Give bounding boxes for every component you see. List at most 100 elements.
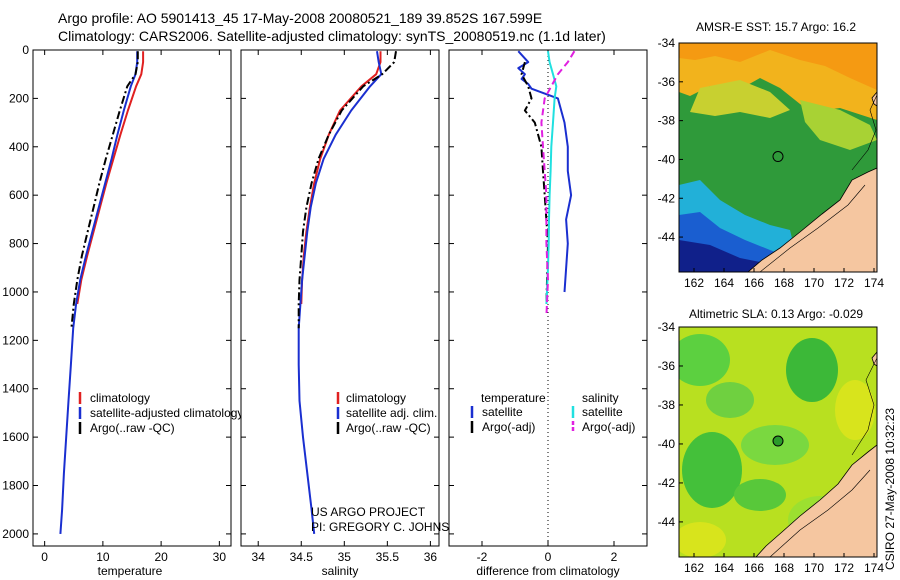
salinity-axes bbox=[240, 49, 440, 547]
x-tick-label: 35.5 bbox=[376, 550, 400, 564]
lon-tick-label: 168 bbox=[774, 561, 794, 575]
salinity-panel: 34 34.5 35 35.5 36 salinity climatology sate… bbox=[240, 49, 467, 578]
difference-legend: temperature salinity satellite Argo(-adj… bbox=[470, 391, 635, 434]
lon-tick-label: 166 bbox=[744, 276, 764, 290]
legend-argo: Argo(..raw -QC) bbox=[346, 421, 431, 435]
lon-tick-label: 162 bbox=[684, 561, 704, 575]
salinity-xlabel: salinity bbox=[322, 564, 359, 578]
temperature-panel: 0 200 400 600 800 1000 1200 1400 1600 1800 2000 0 1… bbox=[2, 43, 243, 578]
sla-map-panel: Altimetric SLA: 0.13 Argo: -0.029 162 164… bbox=[658, 307, 885, 575]
difference-ticks: -2 0 2 bbox=[449, 49, 647, 564]
timestamp: CSIRO 27-May-2008 10:32:23 bbox=[883, 408, 897, 570]
lat-tick-label: -38 bbox=[658, 398, 676, 412]
lon-tick-label: 162 bbox=[684, 276, 704, 290]
sst-map-frame bbox=[678, 42, 878, 273]
salinity-ticks: 34 34.5 35 35.5 36 bbox=[241, 49, 439, 564]
sst-hot-band bbox=[679, 43, 877, 90]
y-tick-label: 1000 bbox=[2, 285, 29, 299]
legend-satellite-adj: satellite adj. clim. bbox=[346, 406, 437, 420]
lon-tick-label: 166 bbox=[744, 561, 764, 575]
lat-tick-label: -34 bbox=[658, 36, 676, 50]
series-line-climatology bbox=[76, 51, 145, 305]
lat-tick-label: -40 bbox=[658, 437, 676, 451]
sst-lon-ticks: 162 164 166 168 170 172 174 bbox=[684, 268, 884, 290]
lat-tick-label: -36 bbox=[658, 359, 676, 373]
depth-ticks: 0 200 400 600 800 1000 1200 1400 1600 1800 2000 bbox=[2, 43, 231, 541]
lon-tick-label: 164 bbox=[714, 561, 734, 575]
sla-argo-marker bbox=[772, 435, 784, 447]
sla-lat-ticks: -34 -36 -38 -40 -42 -44 bbox=[658, 320, 683, 529]
sst-deep-south bbox=[679, 240, 770, 272]
sst-argo-marker bbox=[772, 151, 784, 163]
y-tick-label: 800 bbox=[9, 237, 29, 251]
temperature-legend: climatology satellite-adjusted climatolo… bbox=[78, 391, 243, 435]
sst-land-north bbox=[871, 91, 877, 107]
series-line-satellite bbox=[517, 50, 573, 293]
sst-map-panel: AMSR-E SST: 15.7 Argo: 16.2 162 164 166 168… bbox=[658, 20, 885, 290]
legend-header-salinity: salinity bbox=[582, 391, 619, 405]
sla-map-frame bbox=[678, 326, 878, 558]
sla-blob-6 bbox=[734, 479, 786, 511]
legend-sal-argo: Argo(-adj) bbox=[582, 420, 635, 434]
series-line-argo-raw-qc- bbox=[297, 51, 397, 329]
x-tick-label: 20 bbox=[154, 550, 168, 564]
x-tick-label: 0 bbox=[545, 550, 552, 564]
temperature-ticks: 0 10 20 30 bbox=[41, 50, 226, 564]
sst-contour-2 bbox=[759, 184, 866, 272]
legend-sal-satellite: satellite bbox=[582, 405, 623, 419]
sst-land bbox=[747, 167, 877, 272]
y-tick-label: 1200 bbox=[2, 333, 29, 347]
y-tick-label: 0 bbox=[22, 43, 29, 57]
legend-satellite-adjusted: satellite-adjusted climatology bbox=[90, 406, 243, 420]
x-tick-label: 30 bbox=[213, 550, 227, 564]
legend-temp-argo: Argo(-adj) bbox=[482, 420, 535, 434]
series-line-satellite-adjusted-climatology bbox=[59, 51, 139, 534]
lon-tick-label: 168 bbox=[774, 276, 794, 290]
legend-climatology: climatology bbox=[346, 391, 406, 405]
temperature-axes bbox=[32, 49, 232, 547]
figure-title-line1: Argo profile: AO 5901413_45 17-May-2008 … bbox=[58, 10, 542, 26]
lat-tick-label: -42 bbox=[658, 191, 676, 205]
sst-lat-ticks: -34 -36 -38 -40 -42 -44 bbox=[658, 36, 683, 244]
y-tick-label: 1600 bbox=[2, 430, 29, 444]
figure-title-line2: Climatology: CARS2006. Satellite-adjuste… bbox=[58, 28, 606, 44]
sla-blob-3 bbox=[706, 382, 754, 418]
series-line-satellite bbox=[545, 51, 558, 305]
lat-tick-label: -38 bbox=[658, 114, 676, 128]
lon-tick-label: 170 bbox=[804, 276, 824, 290]
temperature-lines bbox=[59, 51, 145, 534]
x-tick-label: 2 bbox=[611, 550, 618, 564]
sla-blob-9 bbox=[835, 380, 875, 440]
lat-tick-label: -44 bbox=[658, 230, 676, 244]
sla-blob-4 bbox=[682, 432, 742, 508]
y-tick-label: 2000 bbox=[2, 527, 29, 541]
temperature-xlabel: temperature bbox=[98, 564, 163, 578]
difference-xlabel: difference from climatology bbox=[476, 564, 619, 578]
x-tick-label: 34.5 bbox=[290, 550, 314, 564]
sst-map-image bbox=[679, 43, 877, 272]
series-line-argo-adj- bbox=[540, 50, 576, 317]
sst-yellow-green bbox=[690, 80, 790, 118]
lon-tick-label: 172 bbox=[834, 561, 854, 575]
credit-pi: PI: GREGORY C. JOHNSON bbox=[311, 520, 467, 534]
y-tick-label: 400 bbox=[9, 140, 29, 154]
y-tick-label: 600 bbox=[9, 188, 29, 202]
salinity-legend: climatology satellite adj. clim. Argo(..… bbox=[336, 391, 437, 435]
lon-tick-label: 170 bbox=[804, 561, 824, 575]
sla-lon-ticks: 162 164 166 168 170 172 174 bbox=[684, 553, 884, 575]
salinity-lines bbox=[297, 51, 397, 535]
credit-project: US ARGO PROJECT bbox=[311, 505, 426, 519]
x-tick-label: -2 bbox=[477, 550, 488, 564]
lat-tick-label: -40 bbox=[658, 152, 676, 166]
sla-blob-2 bbox=[786, 338, 838, 402]
y-tick-label: 1400 bbox=[2, 382, 29, 396]
x-tick-label: 35 bbox=[338, 550, 352, 564]
sst-east-green bbox=[800, 100, 877, 150]
lat-tick-label: -36 bbox=[658, 75, 676, 89]
sla-blob-1 bbox=[679, 334, 730, 386]
x-tick-label: 10 bbox=[96, 550, 110, 564]
sla-map-title: Altimetric SLA: 0.13 Argo: -0.029 bbox=[689, 307, 863, 321]
x-tick-label: 0 bbox=[41, 550, 48, 564]
sla-contour bbox=[851, 357, 877, 456]
